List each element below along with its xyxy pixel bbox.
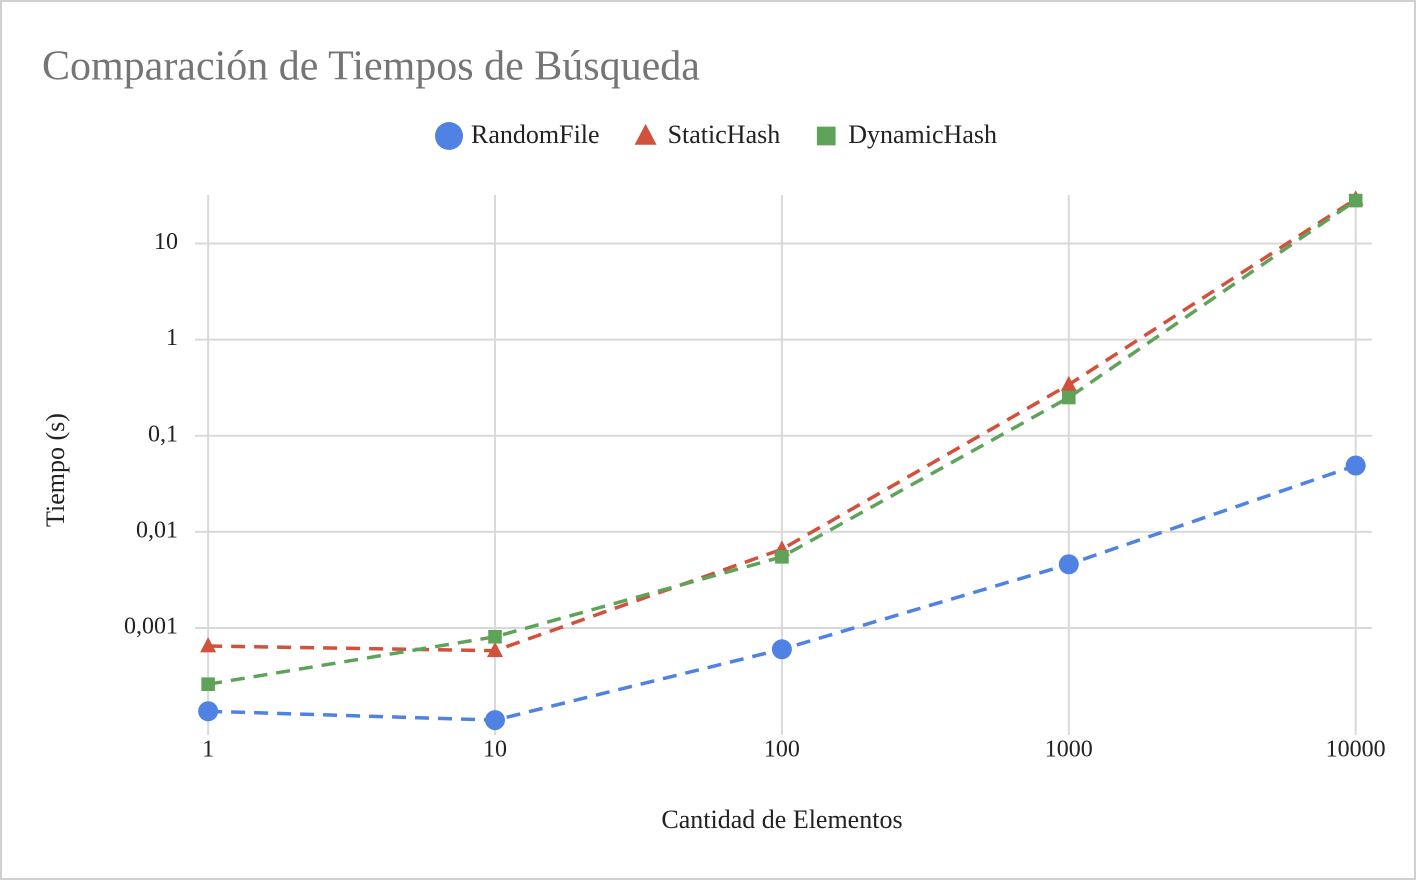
x-axis-title: Cantidad de Elementos — [661, 805, 902, 834]
legend-item: StaticHash — [634, 120, 781, 149]
point — [1060, 375, 1077, 392]
legend: RandomFile StaticHash DynamicHash — [435, 120, 997, 150]
legend-label: StaticHash — [668, 120, 781, 149]
legend-item: DynamicHash — [816, 120, 997, 149]
y-tick-label: 1 — [166, 325, 178, 351]
point — [485, 710, 506, 731]
point — [198, 701, 219, 722]
point — [488, 629, 502, 644]
x-tick-label: 100 — [764, 737, 800, 763]
point — [1345, 455, 1366, 476]
point — [487, 641, 504, 658]
x-tick-label: 10 — [483, 737, 507, 763]
legend-marker — [435, 122, 464, 150]
y-tick-label: 0,1 — [148, 421, 178, 447]
legend-label: DynamicHash — [848, 120, 997, 149]
legend-item: RandomFile — [435, 120, 600, 150]
point — [775, 550, 789, 564]
series — [201, 193, 1363, 692]
series — [198, 455, 1366, 731]
y-axis-title: Tiempo (s) — [41, 413, 70, 527]
y-tick-label: 0,001 — [124, 613, 178, 639]
point — [1058, 554, 1079, 575]
point — [201, 677, 215, 692]
x-tick-label: 10000 — [1326, 737, 1386, 763]
y-tick-label: 10 — [154, 229, 178, 255]
lines — [198, 190, 1366, 731]
point — [200, 637, 217, 653]
y-tick-label: 0,01 — [136, 517, 178, 543]
legend-label: RandomFile — [471, 120, 600, 149]
legend-marker — [816, 126, 836, 146]
x-tick-label: 1000 — [1045, 737, 1093, 763]
point — [771, 639, 792, 660]
series-line — [208, 197, 1357, 653]
point — [1348, 193, 1363, 208]
legend-marker — [634, 123, 657, 145]
x-tick-label: 1 — [202, 737, 214, 763]
point — [1061, 390, 1076, 405]
chart-title: Comparación de Tiempos de Búsqueda — [42, 44, 700, 90]
